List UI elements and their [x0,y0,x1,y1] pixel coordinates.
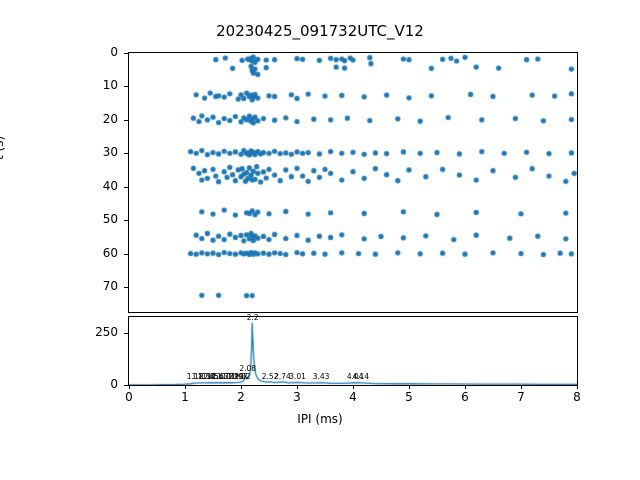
peak-annotation-label: 2.52 [261,372,279,382]
y-axis-tick-mark [124,220,128,222]
x-axis-tick-mark [521,385,522,389]
x-axis-tick-label: 3 [293,390,301,404]
peak-annotation-label: 4.14 [352,372,370,382]
peak-annotation-label: 1.38 [197,372,215,382]
y-axis-tick-label: 40 [102,178,118,193]
peak-annotation-label: 1.18 [186,372,204,382]
peak-annotation-label: 3.01 [289,372,306,382]
histogram-y-tick-label: 250 [95,325,118,340]
histogram-line-layer [129,317,577,385]
x-axis-tick-mark [577,385,578,389]
scatter-points-layer [129,53,577,312]
histogram-axes: 1.18 1.27 1.38 1.45 1.54 1.63 1.72 1.81 1.90 1.97… [128,313,578,386]
y-axis-tick-mark [124,286,128,288]
y-axis-tick-mark [124,186,128,188]
x-axis-tick-label: 8 [573,390,581,404]
x-axis-tick-label: 4 [349,390,357,404]
peak-annotation-label: 1.72 [216,372,234,382]
peak-annotation-label: 3.43 [312,372,330,382]
histogram-y-tick-mark [124,333,128,335]
y-axis-tick-label: 60 [102,245,118,260]
peak-annotation-label: 4.04 [346,372,364,382]
x-axis-tick-label: 1 [181,390,189,404]
x-axis-tick-mark [129,385,130,389]
y-axis-tick-label: 10 [102,78,118,93]
y-axis-tick-label: 30 [102,145,118,160]
peak-annotation-label: 2.74 [274,372,291,382]
y-axis-tick-mark [124,253,128,255]
x-axis-tick-mark [297,385,298,389]
y-axis-tick-mark [124,153,128,155]
y-axis-tick-label: 50 [102,212,118,227]
x-axis-tick-mark [465,385,466,389]
x-axis-tick-label: 5 [405,390,413,404]
histogram-y-tick-label: 0 [110,377,118,391]
figure-title: 20230425_091732UTC_V12 [216,22,424,40]
y-axis-tick-label: 20 [102,111,118,126]
y-axis-tick-label: 70 [102,278,118,293]
x-axis-label: IPI (ms) [297,412,343,426]
x-axis-tick-label: 6 [461,390,469,404]
y-axis-tick-mark [124,86,128,88]
y-axis-tick-mark [124,53,128,54]
x-axis-tick-mark [409,385,410,389]
peak-annotation-label: 1.81 [222,372,239,382]
y-axis-tick-mark [124,119,128,121]
peak-annotation-label: 2.02 [233,372,251,382]
histogram-y-tick-mark [124,385,128,386]
x-axis-tick-mark [185,385,186,389]
peak-annotation-label: 1.97 [230,372,248,382]
peak-annotation-label: 1.45 [201,372,219,382]
peak-annotation-label: 1.54 [206,372,224,382]
peak-annotation-label: 2.2 [246,313,259,323]
x-axis-tick-label: 0 [125,390,133,404]
peak-annotation-label: 1.63 [211,372,229,382]
peak-annotation-label: 1.90 [227,372,244,382]
y-axis-tick-label: 0 [110,45,118,59]
peak-annotation-label: 2.08 [239,364,257,374]
x-axis-tick-mark [241,385,242,389]
y-axis-label: t (s) [0,135,6,160]
peak-annotation-label: 1.27 [191,372,209,382]
x-axis-tick-label: 2 [237,390,245,404]
scatter-plot-axes [128,52,578,313]
x-axis-tick-label: 7 [517,390,525,404]
x-axis-tick-mark [353,385,354,389]
